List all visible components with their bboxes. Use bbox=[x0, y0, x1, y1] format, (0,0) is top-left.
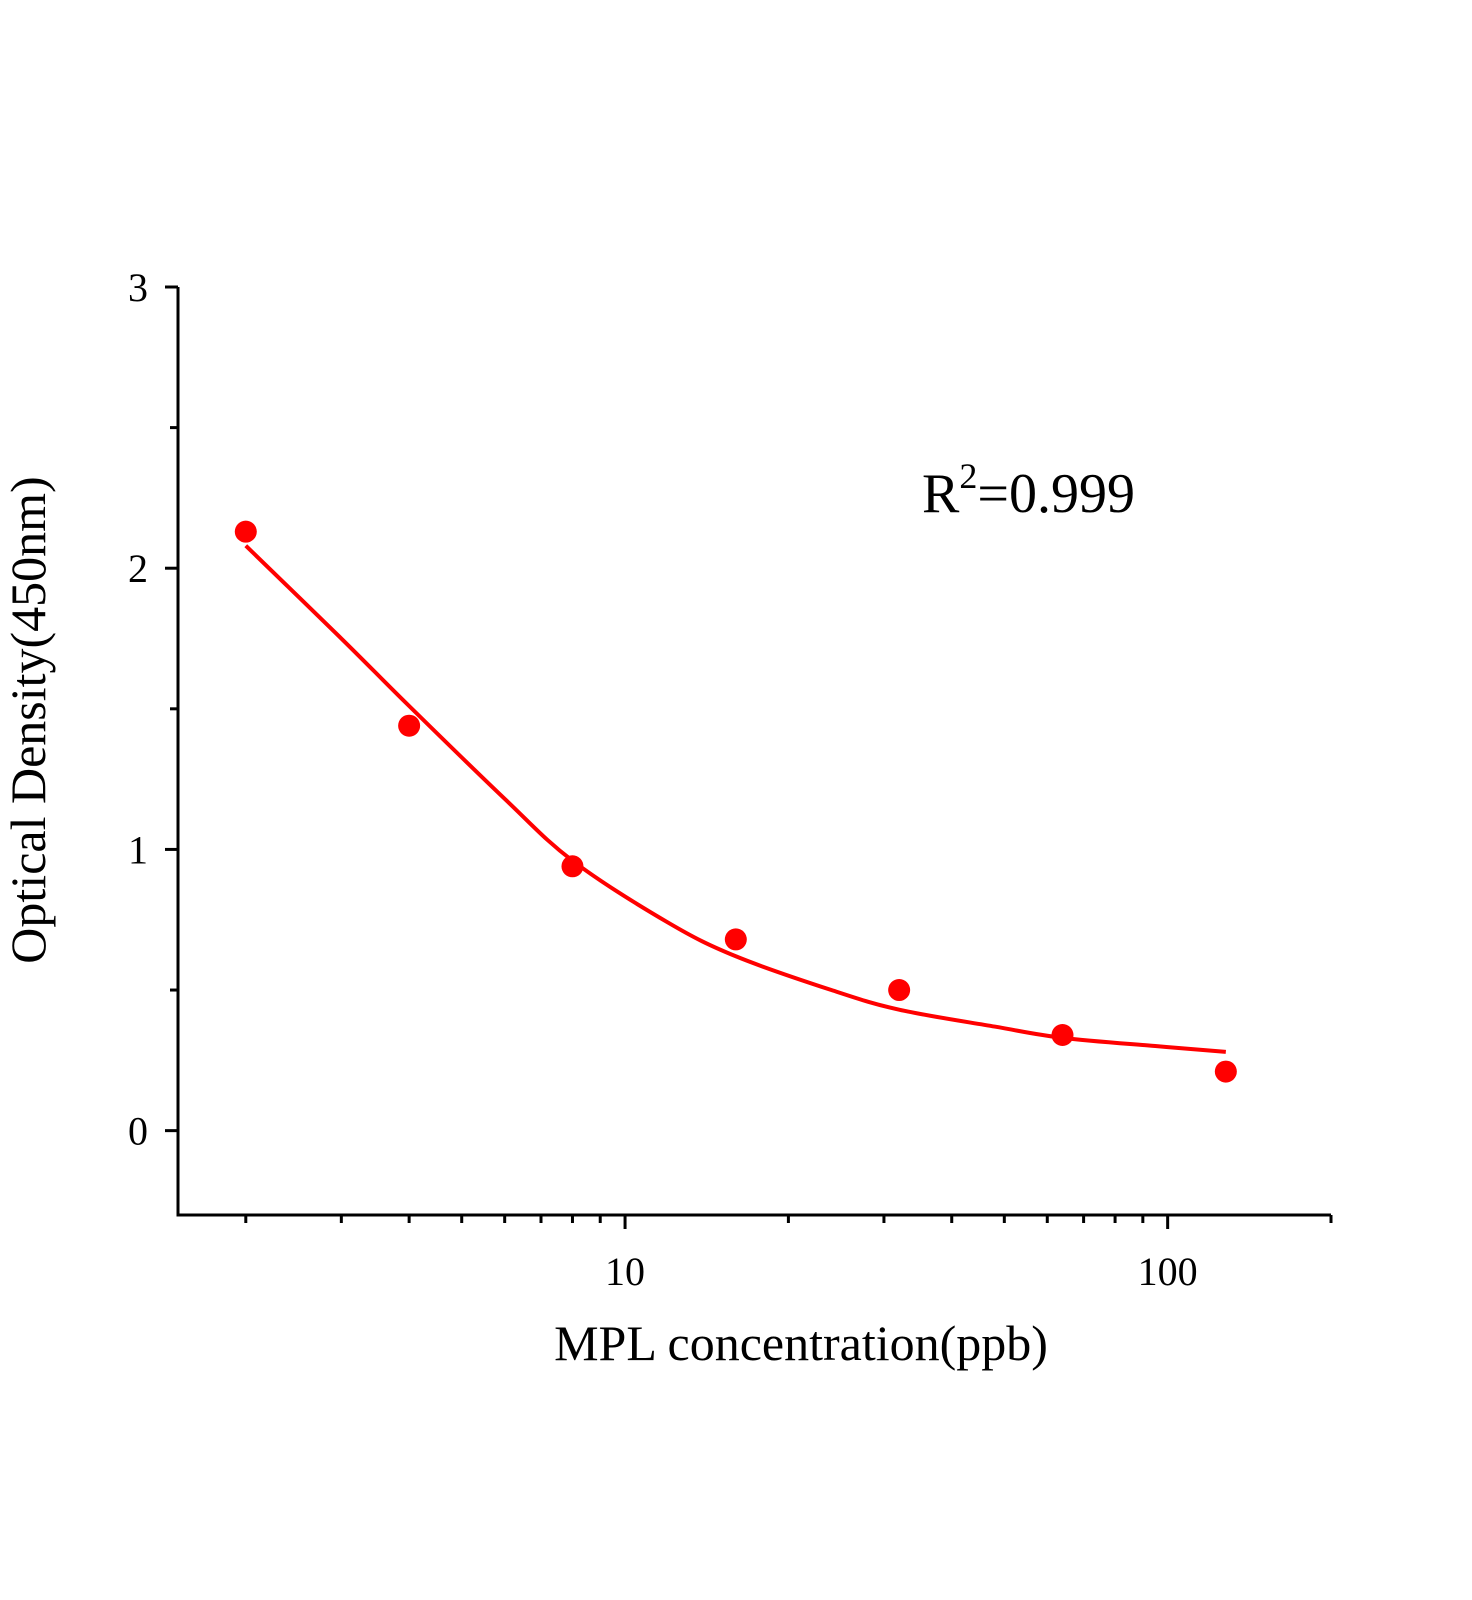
data-point bbox=[1051, 1024, 1074, 1047]
data-point bbox=[724, 928, 747, 951]
y-tick-label: 3 bbox=[128, 265, 148, 310]
y-axis-title: Optical Density(450nm) bbox=[0, 476, 56, 963]
y-tick-label: 1 bbox=[128, 827, 148, 872]
y-tick-label: 0 bbox=[128, 1109, 148, 1154]
x-tick-label: 10 bbox=[605, 1249, 645, 1294]
data-points bbox=[234, 520, 1237, 1083]
x-axis-title: MPL concentration(ppb) bbox=[554, 1315, 1048, 1371]
data-point bbox=[1214, 1060, 1237, 1083]
data-point bbox=[398, 714, 421, 737]
axes: 0 1 2 3 10 100 bbox=[128, 265, 1333, 1294]
y-tick-label: 2 bbox=[128, 546, 148, 591]
data-point bbox=[888, 979, 911, 1002]
x-tick-label: 100 bbox=[1138, 1249, 1198, 1294]
r-squared-annotation: R2=0.999 bbox=[922, 456, 1135, 525]
fit-curve bbox=[244, 544, 1226, 1054]
data-point bbox=[234, 520, 257, 543]
data-point bbox=[561, 855, 584, 878]
